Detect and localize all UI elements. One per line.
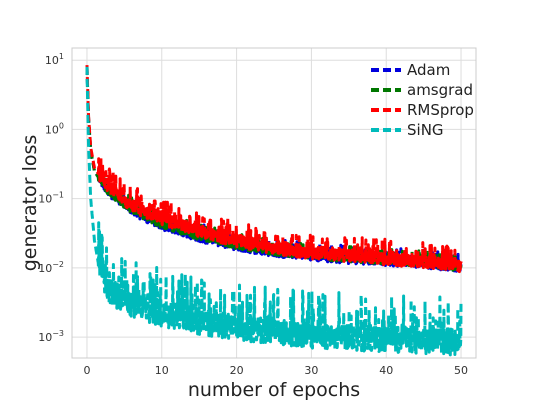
- series-line: [85, 65, 463, 274]
- legend-label: RMSprop: [407, 101, 474, 119]
- series-rmsprop: [85, 65, 463, 274]
- x-tick-label: 50: [454, 364, 468, 377]
- legend: Adam amsgrad RMSprop SiNG: [371, 61, 474, 139]
- legend-entry-rmsprop: RMSprop: [371, 101, 474, 119]
- x-tick-label: 40: [379, 364, 393, 377]
- y-axis-label: generator loss: [19, 135, 41, 272]
- series-amsgrad: [85, 66, 463, 272]
- legend-label: Adam: [407, 61, 450, 79]
- x-tick-label: 10: [155, 364, 169, 377]
- x-axis-label: number of epochs: [188, 379, 360, 401]
- series-layer: [85, 65, 463, 357]
- x-axis-ticks: 0 10 20 30 40 50: [83, 364, 468, 377]
- y-tick-label: 10−3: [38, 329, 64, 344]
- series-line: [85, 66, 463, 357]
- y-axis-ticks: 10−3 10−2 10−1 100 101: [38, 52, 64, 344]
- series-sing: [85, 66, 463, 357]
- x-tick-label: 20: [230, 364, 244, 377]
- legend-entry-sing: SiNG: [371, 121, 444, 139]
- legend-label: SiNG: [407, 121, 444, 139]
- plot-frame: [71, 47, 477, 359]
- y-tick-label: 100: [45, 121, 64, 136]
- y-tick-label: 101: [45, 52, 64, 67]
- legend-entry-adam: Adam: [371, 61, 450, 79]
- series-line: [85, 66, 463, 272]
- x-tick-label: 30: [304, 364, 318, 377]
- grid-lines: [72, 48, 476, 358]
- y-tick-label: 10−1: [38, 191, 64, 206]
- legend-label: amsgrad: [407, 81, 473, 99]
- legend-entry-amsgrad: amsgrad: [371, 81, 473, 99]
- x-tick-label: 0: [83, 364, 90, 377]
- y-tick-label: 10−2: [38, 260, 64, 275]
